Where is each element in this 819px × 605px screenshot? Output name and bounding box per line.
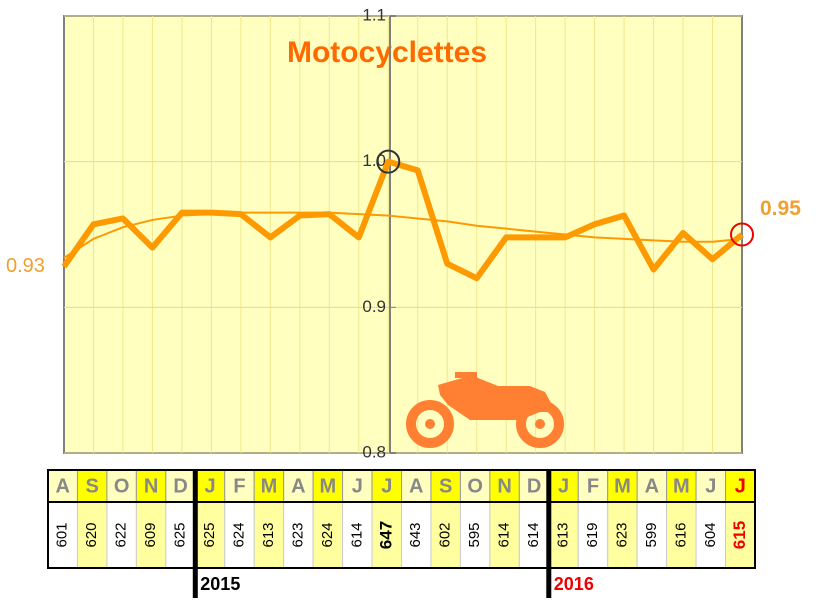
- count-label: 599: [643, 522, 660, 547]
- month-label: A: [645, 475, 659, 497]
- count-cell: [459, 501, 491, 569]
- count-label: 623: [613, 522, 630, 547]
- count-label: 643: [407, 522, 424, 547]
- motorcycle-icon: [406, 372, 564, 448]
- count-cell: [518, 501, 550, 569]
- count-label: 613: [554, 522, 571, 547]
- count-label: 616: [672, 522, 689, 547]
- month-label: O: [467, 475, 483, 497]
- count-label: 602: [437, 522, 454, 547]
- month-label: S: [439, 475, 452, 497]
- count-label: 624: [319, 522, 336, 547]
- last-marker: [730, 222, 754, 247]
- month-label: A: [291, 475, 305, 497]
- plot-area: [63, 15, 743, 454]
- max-marker: [376, 149, 401, 174]
- count-cell: [636, 501, 668, 569]
- end-annotation: 0.95: [760, 197, 801, 220]
- month-label: S: [86, 475, 99, 497]
- count-label: 623: [289, 522, 306, 547]
- trend-line: [63, 211, 743, 259]
- month-label: M: [673, 475, 690, 497]
- count-cell: [489, 501, 520, 569]
- count-cell: [165, 501, 196, 569]
- month-label: J: [735, 475, 746, 497]
- count-label: 615: [730, 521, 749, 549]
- year-label: 2015: [200, 574, 240, 594]
- month-label: A: [409, 475, 423, 497]
- data-table: A 601 S 620 O 622 N 609 D 625 J 625 F 624 M 613 A 623 M 624…: [47, 469, 756, 598]
- count-label: 624: [230, 522, 247, 547]
- y-tick-label: 0.9: [362, 297, 386, 316]
- month-label: M: [614, 475, 631, 497]
- month-label: J: [352, 475, 363, 497]
- chart-title: Motocyclettes: [287, 36, 487, 69]
- count-label: 595: [466, 522, 483, 547]
- count-label: 620: [83, 522, 100, 547]
- month-label: J: [204, 475, 215, 497]
- month-label: N: [497, 475, 511, 497]
- count-cell: [76, 501, 108, 569]
- count-label: 604: [702, 522, 719, 547]
- month-label: D: [527, 475, 541, 497]
- count-cell: [283, 501, 314, 569]
- y-tick-label: 1.0: [362, 151, 386, 170]
- count-label: 609: [142, 522, 159, 547]
- y-tick-label: 0.8: [362, 442, 386, 461]
- count-label: 614: [525, 522, 542, 547]
- data-line: [61, 158, 744, 282]
- count-label: 601: [54, 522, 71, 547]
- count-label: 614: [496, 522, 513, 547]
- count-cell: [401, 501, 432, 569]
- month-label: O: [114, 475, 130, 497]
- month-label: A: [56, 475, 70, 497]
- table-border: [47, 469, 756, 569]
- month-label: N: [144, 475, 158, 497]
- month-label: F: [587, 475, 599, 497]
- month-label: J: [381, 475, 392, 497]
- count-label: 625: [172, 522, 189, 547]
- count-label: 614: [348, 522, 365, 547]
- count-cell: [548, 501, 579, 569]
- year-label: 2016: [554, 574, 594, 594]
- month-label: M: [261, 475, 278, 497]
- month-label: J: [705, 475, 716, 497]
- count-cell: [253, 501, 285, 569]
- count-cell: [695, 501, 727, 569]
- month-cell: [194, 469, 226, 503]
- y-tick-label: 1.1: [362, 5, 386, 24]
- month-cell: [489, 469, 520, 503]
- count-label: 613: [260, 522, 277, 547]
- count-label: 625: [201, 522, 218, 547]
- start-annotation: 0.93: [6, 255, 45, 277]
- month-label: D: [173, 475, 187, 497]
- count-label: 619: [584, 522, 601, 547]
- count-label: 647: [376, 521, 395, 549]
- month-label: F: [233, 475, 245, 497]
- count-cell: [312, 501, 344, 569]
- month-label: M: [320, 475, 337, 497]
- count-cell: [607, 501, 638, 569]
- count-label: 622: [113, 522, 130, 547]
- month-label: J: [558, 475, 569, 497]
